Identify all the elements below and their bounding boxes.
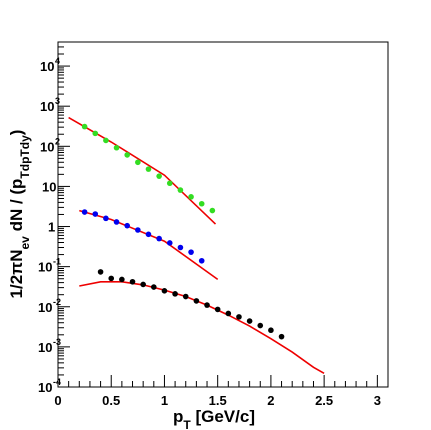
data-point [151, 284, 157, 290]
data-point [166, 180, 173, 187]
data-point [103, 137, 109, 144]
data-points [81, 123, 285, 340]
y-tick-exponent: -3 [53, 337, 61, 347]
data-point [145, 231, 152, 238]
axes [57, 46, 389, 388]
data-point [135, 227, 141, 233]
y-tick-exponent: 4 [55, 56, 60, 66]
data-point [257, 322, 264, 329]
x-tick-label: 0 [54, 393, 61, 408]
fit-curve [79, 281, 325, 374]
data-point [113, 144, 120, 151]
data-point [113, 219, 120, 225]
data-point [188, 194, 194, 200]
data-point [81, 123, 88, 130]
data-point [97, 269, 104, 275]
data-point [92, 130, 99, 137]
data-point [236, 314, 242, 320]
data-point [177, 187, 184, 193]
data-point [156, 173, 162, 179]
x-tick-label: 1.5 [209, 393, 227, 408]
data-point [198, 257, 205, 264]
x-tick-label: 1 [161, 393, 168, 408]
data-point [103, 215, 109, 222]
y-axis-title: 1/2πNev dN / (pTdpTdy) [7, 130, 32, 299]
data-point [225, 310, 232, 317]
x-tick-label: 0.5 [102, 393, 120, 408]
y-tick-label: 1 [48, 220, 55, 235]
data-point [193, 298, 200, 304]
data-point [135, 159, 141, 166]
data-point [182, 293, 189, 300]
data-point [119, 276, 125, 283]
data-point [124, 222, 130, 229]
y-tick-label: 10 [40, 99, 54, 114]
fit-curve [68, 116, 217, 225]
data-point [92, 211, 99, 217]
y-tick-label: 10 [40, 59, 54, 74]
data-point [108, 275, 115, 282]
data-point [140, 281, 146, 288]
x-tick-label: 2 [267, 393, 274, 408]
data-point [209, 207, 216, 214]
data-point [198, 200, 205, 207]
data-point [246, 318, 253, 324]
x-tick-label: 2.5 [315, 393, 333, 408]
fit-curves [68, 116, 325, 374]
data-point [156, 235, 162, 242]
data-point [204, 302, 210, 308]
data-point [129, 278, 136, 285]
data-point [81, 209, 88, 215]
x-tick-labels: 0 0.5 1 1.5 2 2.5 3 [54, 393, 381, 408]
data-point [214, 306, 221, 313]
y-tick-label: 10 [38, 340, 52, 355]
y-tick-exponent: -4 [53, 377, 61, 387]
y-tick-label: 10 [38, 300, 52, 315]
x-tick-label: 3 [374, 393, 381, 408]
y-tick-exponent: -1 [53, 257, 61, 267]
fit-curve [79, 209, 219, 281]
y-tick-exponent: 3 [55, 96, 60, 106]
y-tick-label: 10 [38, 260, 52, 275]
y-tick-label: 10 [38, 380, 52, 395]
y-tick-exponent: -2 [53, 297, 61, 307]
data-point [188, 249, 194, 255]
y-tick-label: 10 [42, 179, 56, 194]
data-point [268, 327, 274, 334]
data-point [166, 240, 173, 246]
y-tick-label: 10 [40, 139, 54, 154]
data-point [278, 333, 285, 340]
data-point [124, 152, 130, 158]
y-tick-exponent: 2 [55, 136, 60, 146]
data-point [177, 244, 184, 251]
x-axis-title: pT [GeV/c] [173, 407, 255, 430]
data-point [145, 166, 152, 172]
data-point [172, 291, 178, 297]
plot-frame [57, 41, 389, 388]
data-point [161, 288, 168, 294]
